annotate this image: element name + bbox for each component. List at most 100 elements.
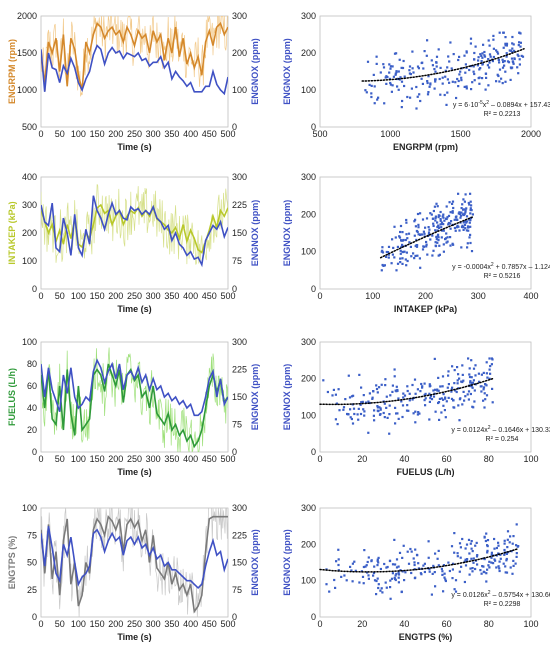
scatter-point (404, 258, 407, 261)
scatter-point (487, 564, 490, 567)
scatter-point (451, 577, 454, 580)
scatter-point (502, 31, 505, 34)
x-tick-label: 400 (523, 291, 538, 301)
scatter-point (378, 413, 382, 416)
scatter-point (473, 58, 476, 61)
y-tick-label: 0 (311, 122, 316, 132)
scatter-point (465, 85, 468, 88)
x-tick-label: 20 (357, 454, 367, 464)
scatter-point (458, 55, 461, 58)
scatter-point (382, 264, 385, 267)
scatter-point (487, 84, 490, 87)
scatter-point (441, 82, 444, 85)
scatter-point (521, 55, 525, 58)
scatter-point (398, 78, 401, 81)
scatter-point (482, 565, 485, 568)
scatter-point (350, 569, 353, 572)
scatter-point (465, 87, 468, 90)
scatter-point (405, 251, 408, 254)
scatter-point (385, 82, 388, 85)
scatter-point (460, 225, 464, 229)
scatter-point (442, 213, 445, 216)
scatter-point (483, 54, 486, 57)
scatter-point (476, 563, 479, 566)
scatter-point (466, 242, 469, 245)
x-tick-label: 300 (146, 619, 161, 629)
y-tick-label: 0 (32, 612, 37, 622)
scatter-point (445, 400, 448, 403)
scatter-point (444, 396, 447, 399)
scatter-point (412, 557, 415, 560)
scatter-point (440, 229, 443, 232)
scatter-point (470, 359, 473, 362)
scatter-point (416, 212, 420, 216)
scatter-point (414, 410, 417, 413)
scatter-point (431, 234, 434, 237)
scatter-point (451, 80, 454, 83)
scatter-point (481, 56, 484, 59)
scatter-point (361, 575, 365, 578)
scatter-point (347, 374, 350, 377)
scatter-point (399, 230, 402, 234)
scatter-point (472, 70, 475, 73)
scatter-point (446, 78, 449, 81)
r-squared: R² = 0.2213 (484, 111, 521, 118)
scatter-point (370, 559, 373, 562)
scatter-point (442, 393, 445, 396)
scatter-point (433, 205, 436, 208)
scatter-point (417, 233, 420, 236)
scatter-point (388, 432, 391, 435)
scatter-point (384, 76, 387, 79)
scatter-point (438, 418, 441, 421)
scatter-point (448, 201, 451, 204)
scatter-point (352, 407, 356, 410)
scatter-point (398, 236, 402, 239)
series-line-engnox (41, 44, 228, 96)
scatter-point (437, 224, 440, 227)
scatter-point (427, 556, 430, 559)
y2-tick-label: 200 (232, 48, 247, 58)
scatter-point (418, 93, 421, 96)
scatter-point (360, 401, 363, 404)
scatter-point (373, 579, 377, 582)
y-tick-label: 0 (311, 447, 316, 457)
scatter-point (469, 200, 472, 203)
scatter-point (433, 571, 436, 574)
scatter-point (399, 261, 402, 264)
scatter-point (447, 55, 450, 58)
scatter-point (397, 573, 401, 576)
scatter-point (393, 368, 396, 371)
scatter-point (322, 379, 325, 382)
scatter-point (446, 236, 449, 239)
plot-area (41, 508, 228, 617)
raw-trace-fuelus (41, 347, 228, 452)
scatter-point (401, 239, 404, 242)
scatter-point (364, 565, 367, 568)
scatter-point (400, 590, 403, 594)
scatter-point (468, 367, 471, 370)
scatter-point (406, 259, 409, 263)
x-tick-label: 1000 (380, 129, 400, 139)
scatter-point (393, 225, 396, 228)
scatter-point (504, 42, 507, 45)
x-tick-label: 450 (202, 129, 217, 139)
x-tick-label: 250 (127, 619, 142, 629)
scatter-point (420, 77, 423, 80)
scatter-point (409, 245, 412, 248)
x-tick-label: 80 (484, 619, 494, 629)
scatter-point (392, 246, 395, 249)
scatter-point (511, 60, 514, 63)
plot-frame (40, 507, 229, 618)
scatter-point (449, 236, 452, 239)
scatter-point (390, 577, 394, 580)
scatter-point (363, 414, 366, 417)
scatter-point (386, 565, 389, 569)
scatter-point (356, 413, 359, 416)
scatter-point (390, 262, 393, 265)
y-tick-label: 50 (27, 558, 37, 568)
scatter-point (504, 565, 507, 568)
scatter-point (428, 418, 431, 421)
scatter-point (488, 53, 492, 56)
scatter-point (410, 571, 413, 575)
scatter-point (416, 388, 419, 391)
